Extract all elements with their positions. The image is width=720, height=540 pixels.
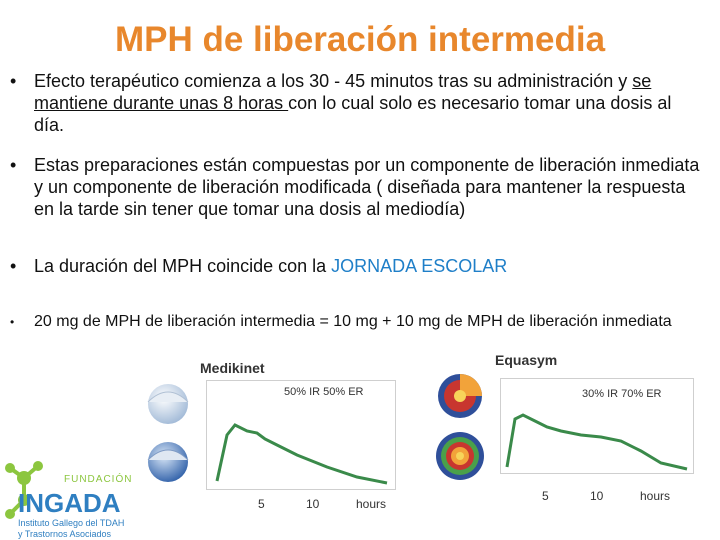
jornada-escolar-highlight: JORNADA ESCOLAR	[331, 256, 508, 276]
bullet-components: • Estas preparaciones están compuestas p…	[10, 154, 700, 220]
logo-instituto: Instituto Gallego del TDAH	[18, 518, 125, 528]
bullet-dose-text: 20 mg de MPH de liberación intermedia = …	[34, 313, 672, 330]
equasym-tick-5: 5	[542, 489, 549, 503]
bullet-onset: • Efecto terapéutico comienza a los 30 -…	[10, 70, 700, 136]
logo-trastornos: y Trastornos Asociados	[18, 529, 112, 539]
equasym-tick-hours: hours	[640, 489, 671, 503]
equasym-graph	[500, 378, 694, 474]
medikinet-tick-hours: hours	[356, 497, 387, 511]
medikinet-tick-10: 10	[306, 497, 320, 511]
bullet-dot: •	[10, 71, 17, 91]
logo-ingada: INGADA	[18, 488, 121, 518]
bullet-dot: •	[10, 315, 15, 329]
logo-fundacion: FUNDACIÓN	[64, 474, 133, 485]
medikinet-capsules-icon	[147, 384, 189, 482]
equasym-capsules-icon	[436, 374, 484, 480]
medikinet-ratio: 50% IR 50% ER	[284, 386, 364, 398]
bullet-components-text: Estas preparaciones están compuestas por…	[34, 155, 700, 219]
ingada-molecule-icon	[5, 461, 43, 519]
bullet-duration: • La duración del MPH coincide con la JO…	[10, 255, 507, 277]
equasym-ratio: 30% IR 70% ER	[582, 388, 662, 400]
equasym-release-curve	[505, 413, 688, 471]
bullet-dot: •	[10, 256, 17, 276]
medikinet-label: Medikinet	[200, 360, 265, 376]
ingada-logo: FUNDACIÓN INGADA Instituto Gallego del T…	[0, 456, 160, 540]
medikinet-release-curve	[215, 423, 388, 485]
equasym-label: Equasym	[495, 352, 558, 368]
bullet-onset-underlined: se mantiene durante unas 8 horas	[34, 71, 652, 113]
medikinet-tick-5: 5	[258, 497, 265, 511]
bullet-dose: • 20 mg de MPH de liberación intermedia …	[10, 312, 672, 332]
bullet-duration-text: La duración del MPH coincide con la	[34, 256, 332, 276]
bullet-onset-text-end: con lo cual solo es necesario tomar una …	[34, 93, 672, 135]
bullet-onset-text: Efecto terapéutico comienza a los 30 - 4…	[34, 71, 633, 91]
medikinet-graph	[206, 380, 396, 490]
slide-title: MPH de liberación intermedia	[114, 20, 606, 59]
bullet-dot: •	[10, 155, 17, 175]
equasym-tick-10: 10	[590, 489, 604, 503]
